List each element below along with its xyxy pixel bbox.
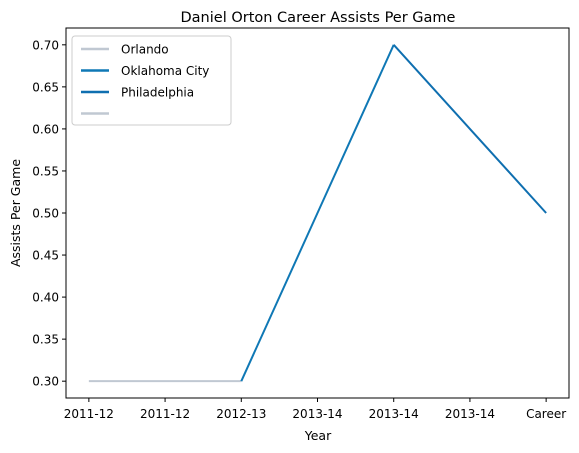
y-tick-label: 0.70 [32,38,59,52]
x-tick-label: 2013-14 [292,407,342,421]
x-axis: 2011-12 2011-12 2012-13 2013-14 2013-14 2013-… [64,398,566,421]
y-tick-label: 0.65 [32,80,59,94]
y-axis-label: Assists Per Game [8,159,23,267]
x-axis-label: Year [304,428,332,443]
y-axis: 0.30 0.35 0.40 0.45 0.50 0.55 0.60 0.65 0.70 [32,38,66,389]
x-tick-label: 2013-14 [445,407,495,421]
legend-label-2: Philadelphia [121,86,194,100]
legend-box [71,35,232,126]
y-tick-label: 0.40 [32,291,59,305]
legend: Orlando Oklahoma City Philadelphia [71,35,232,126]
y-tick-label: 0.45 [32,249,59,263]
series-line-1 [240,44,395,382]
y-tick-label: 0.30 [32,375,59,389]
x-tick-label: 2011-12 [140,407,190,421]
y-tick-label: 0.60 [32,122,59,136]
y-tick-label: 0.50 [32,207,59,221]
x-tick-label: 2011-12 [64,407,114,421]
legend-label-1: Oklahoma City [121,64,209,78]
y-tick-label: 0.35 [32,333,59,347]
plot-area [88,44,547,383]
series-line-2 [392,44,547,214]
chart-title: Daniel Orton Career Assists Per Game [181,10,456,26]
x-tick-label: 2013-14 [369,407,419,421]
y-tick-label: 0.55 [32,164,59,178]
legend-label-0: Orlando [121,43,169,57]
x-tick-label: Career [526,407,566,421]
x-tick-label: 2012-13 [216,407,266,421]
